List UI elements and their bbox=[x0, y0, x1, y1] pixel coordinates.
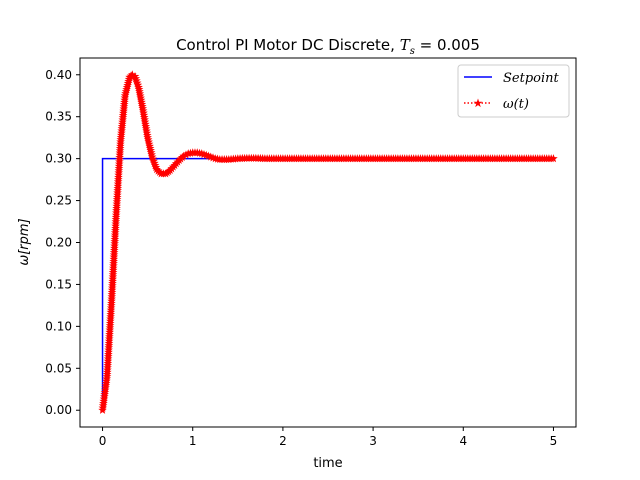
data-layer bbox=[98, 70, 558, 414]
x-axis-label: time bbox=[313, 456, 342, 471]
legend: Setpoint ω(t) bbox=[457, 64, 570, 118]
y-tick-label: 0.25 bbox=[45, 194, 72, 208]
y-tick-label: 0.00 bbox=[45, 403, 72, 417]
chart-title: Control PI Motor DC Discrete, Ts = 0.005 bbox=[176, 36, 480, 57]
omega-star-marker bbox=[147, 152, 157, 161]
x-tick-label: 3 bbox=[369, 434, 377, 448]
omega-star-marker bbox=[132, 76, 141, 85]
y-tick-label: 0.35 bbox=[45, 110, 72, 124]
omega-star-marker bbox=[155, 167, 164, 176]
y-axis-label: ω[rpm] bbox=[17, 218, 32, 265]
legend-omega-label: ω(t) bbox=[503, 97, 529, 112]
omega-star-marker bbox=[131, 74, 141, 83]
legend-box bbox=[457, 64, 570, 118]
x-axis-ticks: 0 1 2 3 4 5 bbox=[99, 427, 558, 448]
omega-star-marker bbox=[133, 80, 143, 89]
plot-frame bbox=[79, 57, 577, 428]
omega-star-marker bbox=[153, 166, 163, 175]
omega-star-marker bbox=[148, 154, 158, 163]
y-tick-label: 0.30 bbox=[45, 152, 72, 166]
y-tick-label: 0.20 bbox=[45, 236, 72, 250]
omega-star-marker bbox=[150, 160, 160, 169]
x-tick-label: 2 bbox=[279, 434, 287, 448]
y-tick-label: 0.05 bbox=[45, 361, 72, 375]
omega-star-marker bbox=[149, 156, 158, 165]
legend-setpoint-label: Setpoint bbox=[503, 71, 560, 86]
y-tick-label: 0.15 bbox=[45, 277, 72, 291]
omega-star-marker bbox=[549, 154, 558, 163]
y-tick-label: 0.10 bbox=[45, 319, 72, 333]
x-tick-label: 4 bbox=[459, 434, 467, 448]
omega-star-marker bbox=[179, 151, 188, 160]
omega-star-marker bbox=[152, 165, 161, 174]
x-tick-label: 1 bbox=[189, 434, 197, 448]
omega-star-marker bbox=[150, 158, 159, 167]
omega-star-marker bbox=[128, 70, 137, 79]
x-tick-label: 5 bbox=[550, 434, 558, 448]
omega-star-marker bbox=[181, 150, 191, 159]
y-axis-ticks: 0.00 0.05 0.10 0.15 0.20 0.25 0.30 0.35 0.40 bbox=[45, 68, 80, 417]
legend-omega-star-marker bbox=[473, 98, 483, 108]
x-tick-label: 0 bbox=[99, 434, 107, 448]
omega-star-marker bbox=[151, 162, 161, 172]
omega-star-marker bbox=[132, 78, 142, 87]
omega-star-marker bbox=[130, 71, 140, 81]
y-tick-label: 0.40 bbox=[45, 68, 72, 82]
